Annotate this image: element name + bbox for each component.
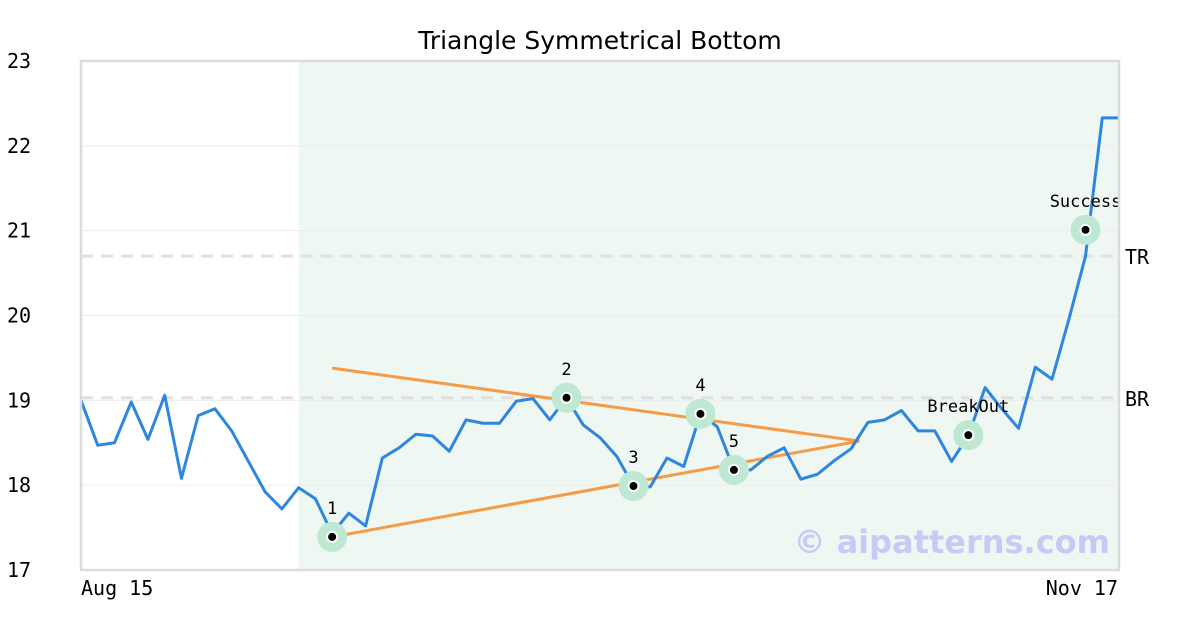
pattern-markers: 1 2 3 4 5 BreakOut Success [317, 192, 1121, 552]
x-tick-end: Nov 17 [1046, 576, 1118, 600]
y-tick-label: 22 [7, 134, 31, 158]
y-tick-label: 17 [7, 558, 31, 582]
y-tick-label: 18 [7, 473, 31, 497]
trendlines [331, 366, 860, 539]
marker-label-1: 1 [327, 499, 337, 519]
trendline-lower [331, 439, 860, 539]
plot-frame [79, 59, 1121, 572]
y-tick-label: 20 [7, 304, 31, 328]
marker-label-5: 5 [729, 432, 739, 452]
chart-title: Triangle Symmetrical Bottom [417, 26, 782, 55]
gridlines [81, 145, 1119, 486]
trendline-upper [331, 366, 860, 443]
marker-label-success: Success [1050, 192, 1122, 212]
marker-point-4 [694, 407, 707, 420]
price-line [79, 116, 1119, 536]
marker-point-3 [627, 480, 640, 493]
x-tick-start: Aug 15 [81, 576, 153, 600]
marker-point-breakout [962, 429, 975, 442]
marker-point-2 [560, 391, 573, 404]
level-lines: TR BR [81, 245, 1150, 411]
marker-point-success [1079, 223, 1092, 236]
marker-label-2: 2 [561, 360, 571, 380]
marker-label-breakout: BreakOut [927, 397, 1009, 417]
y-tick-label: 19 [7, 388, 31, 412]
y-tick-label: 21 [7, 219, 31, 243]
marker-point-5 [727, 463, 740, 476]
level-label-tr: TR [1125, 245, 1150, 269]
level-label-br: BR [1125, 387, 1150, 411]
y-axis-ticks: 17 18 19 20 21 22 23 [7, 49, 31, 582]
marker-label-4: 4 [695, 376, 705, 396]
y-tick-label: 23 [7, 49, 31, 73]
marker-point-1 [326, 530, 339, 543]
marker-label-3: 3 [628, 448, 638, 468]
watermark: © aipatterns.com [793, 523, 1110, 561]
